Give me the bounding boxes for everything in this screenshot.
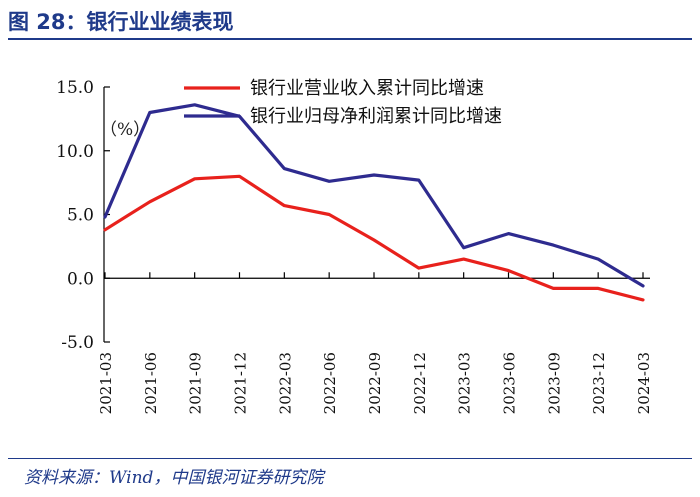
legend-label-profit: 银行业归母净利润累计同比增速 bbox=[250, 106, 502, 127]
x-tick-label: 2022-09 bbox=[366, 352, 384, 414]
x-tick-label: 2021-09 bbox=[187, 352, 205, 414]
x-tick-label: 2023-12 bbox=[590, 352, 608, 414]
x-tick-label: 2021-06 bbox=[142, 352, 160, 414]
figure-header: 图 28：银行业业绩表现 bbox=[0, 0, 700, 40]
legend-label-revenue: 银行业营业收入累计同比增速 bbox=[250, 78, 484, 99]
net-profit-growth-line bbox=[103, 103, 645, 288]
x-tick-label: 2021-12 bbox=[232, 352, 250, 414]
x-tick-label: 2023-03 bbox=[456, 352, 474, 414]
title-divider bbox=[8, 38, 692, 40]
source-note: 资料来源：Wind，中国银河证券研究院 bbox=[24, 468, 324, 488]
y-tick-label: 0.0 bbox=[67, 269, 94, 289]
x-tick-label: 2023-06 bbox=[501, 352, 519, 414]
source-divider bbox=[8, 458, 692, 459]
x-tick-label: 2024-03 bbox=[635, 352, 653, 414]
chart-container: 15.0 10.0 5.0 0.0 -5.0 2021-03 2021-06 2021-09 2… bbox=[0, 40, 700, 455]
x-tick-label: 2021-03 bbox=[97, 352, 115, 414]
revenue-growth-line bbox=[103, 174, 645, 302]
x-tick-label: 2022-06 bbox=[321, 352, 339, 414]
x-tick-label: 2023-09 bbox=[545, 352, 563, 414]
y-tick-label: -5.0 bbox=[61, 333, 94, 353]
y-tick-label: 15.0 bbox=[56, 78, 94, 98]
x-tick-label: 2022-03 bbox=[276, 352, 294, 414]
figure-title: 图 28：银行业业绩表现 bbox=[8, 10, 234, 34]
chart-series bbox=[103, 103, 645, 302]
y-unit-label: （%） bbox=[100, 120, 150, 140]
x-tick-label: 2022-12 bbox=[411, 352, 429, 414]
y-tick-label: 10.0 bbox=[56, 142, 94, 162]
y-tick-label: 5.0 bbox=[67, 206, 94, 226]
